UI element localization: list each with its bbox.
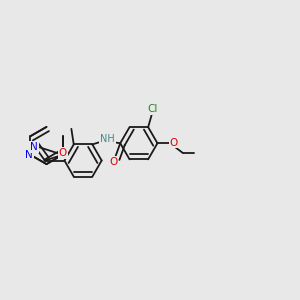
Text: Cl: Cl: [148, 104, 158, 114]
Text: O: O: [58, 148, 67, 158]
Text: N: N: [30, 142, 38, 152]
Text: O: O: [109, 157, 118, 167]
Text: N: N: [25, 150, 33, 160]
Text: NH: NH: [100, 134, 115, 144]
Text: O: O: [169, 138, 178, 148]
